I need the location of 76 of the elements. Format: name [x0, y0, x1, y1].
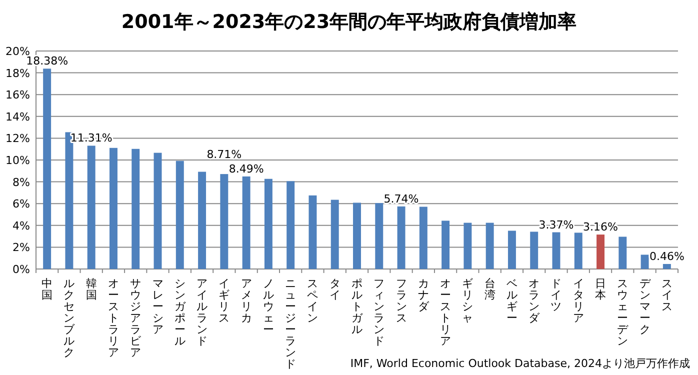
- bar: [397, 206, 406, 269]
- x-tick-label: ドイツ: [550, 277, 562, 313]
- chart-title: 2001年～2023年の23年間の年平均政府負債増加率: [121, 11, 577, 33]
- x-tick-label: オーストラリア: [108, 277, 119, 359]
- data-label: 8.49%: [228, 162, 264, 176]
- bar: [65, 132, 74, 269]
- x-tick-label: イタリア: [572, 277, 584, 324]
- x-tick-label: カナダ: [418, 277, 430, 313]
- x-tick-label: ニュージーランド: [285, 277, 296, 370]
- x-tick-label: 韓国: [86, 277, 97, 302]
- data-label: 8.71%: [206, 148, 242, 162]
- bar: [87, 146, 96, 269]
- y-tick-label: 2%: [12, 241, 30, 254]
- bar: [375, 203, 384, 269]
- x-tick-label: ポルトガル: [352, 277, 364, 336]
- bar: [110, 148, 118, 269]
- x-tick-label: ノルウェー: [262, 277, 274, 336]
- x-tick-label: 台湾: [484, 277, 496, 302]
- x-tick-label: アイルランド: [196, 277, 208, 348]
- bar: [574, 232, 582, 269]
- bar: [220, 174, 228, 269]
- bar: [442, 220, 450, 269]
- bar: [264, 178, 272, 269]
- y-tick-label: 10%: [6, 154, 30, 167]
- data-label: 0.46%: [649, 250, 684, 263]
- x-tick-label: 日本: [595, 277, 606, 302]
- bar: [508, 230, 516, 269]
- bar: [308, 195, 317, 269]
- x-tick-label: フィンランド: [374, 277, 385, 348]
- bar: [353, 202, 361, 269]
- bar: [662, 264, 671, 269]
- x-tick-label: タイ: [329, 277, 340, 302]
- y-tick-label: 6%: [12, 198, 30, 211]
- bar: [132, 148, 140, 269]
- bar: [486, 222, 494, 269]
- y-tick-label: 14%: [6, 110, 30, 124]
- x-tick-label: スウェーデン: [617, 277, 630, 348]
- bar: [43, 68, 52, 269]
- x-tick-label: イギリス: [218, 277, 230, 324]
- x-tick-label: マレーシア: [152, 277, 164, 336]
- bar: [330, 200, 339, 269]
- bar: [552, 232, 560, 269]
- x-tick-label: ベルギー: [506, 277, 518, 324]
- data-label: 3.37%: [538, 218, 574, 232]
- bar: [419, 206, 428, 269]
- bar: [286, 181, 295, 269]
- y-tick-label: 4%: [12, 219, 30, 232]
- x-tick-label: フランス: [396, 277, 407, 324]
- x-tick-label: スイス: [661, 277, 672, 313]
- y-tick-label: 8%: [12, 176, 30, 189]
- y-tick-label: 0%: [12, 263, 30, 276]
- bar: [198, 172, 206, 269]
- y-tick-label: 18%: [6, 66, 30, 80]
- x-tick-label: ルクセンブルク: [64, 277, 76, 359]
- x-tick-label: オーストリア: [440, 277, 452, 348]
- bar: [242, 176, 250, 269]
- data-label: 5.74%: [384, 192, 419, 206]
- bar: [640, 254, 649, 269]
- bar: [464, 222, 472, 269]
- x-tick-label: 中国: [42, 277, 53, 302]
- bar: [176, 160, 184, 269]
- y-tick-label: 12%: [6, 132, 30, 146]
- data-label: 3.16%: [583, 220, 618, 234]
- text: IMF, World Economic Outlook Database, 2024より池戸万作作成: [350, 357, 690, 370]
- x-tick-label: オランダ: [528, 277, 541, 324]
- bar: [596, 234, 604, 269]
- bar: [618, 236, 627, 269]
- bar: [530, 232, 538, 269]
- x-tick-label: サウジアラビア: [130, 277, 142, 359]
- x-tick-label: シンガポール: [174, 277, 186, 348]
- x-tick-label: スペイン: [307, 277, 318, 324]
- bar: [154, 152, 162, 269]
- x-tick-label: ギリシャ: [462, 277, 474, 324]
- x-tick-label: デンマーク: [639, 277, 652, 336]
- y-tick-label: 16%: [6, 88, 30, 102]
- x-tick-label: アメリカ: [240, 277, 252, 324]
